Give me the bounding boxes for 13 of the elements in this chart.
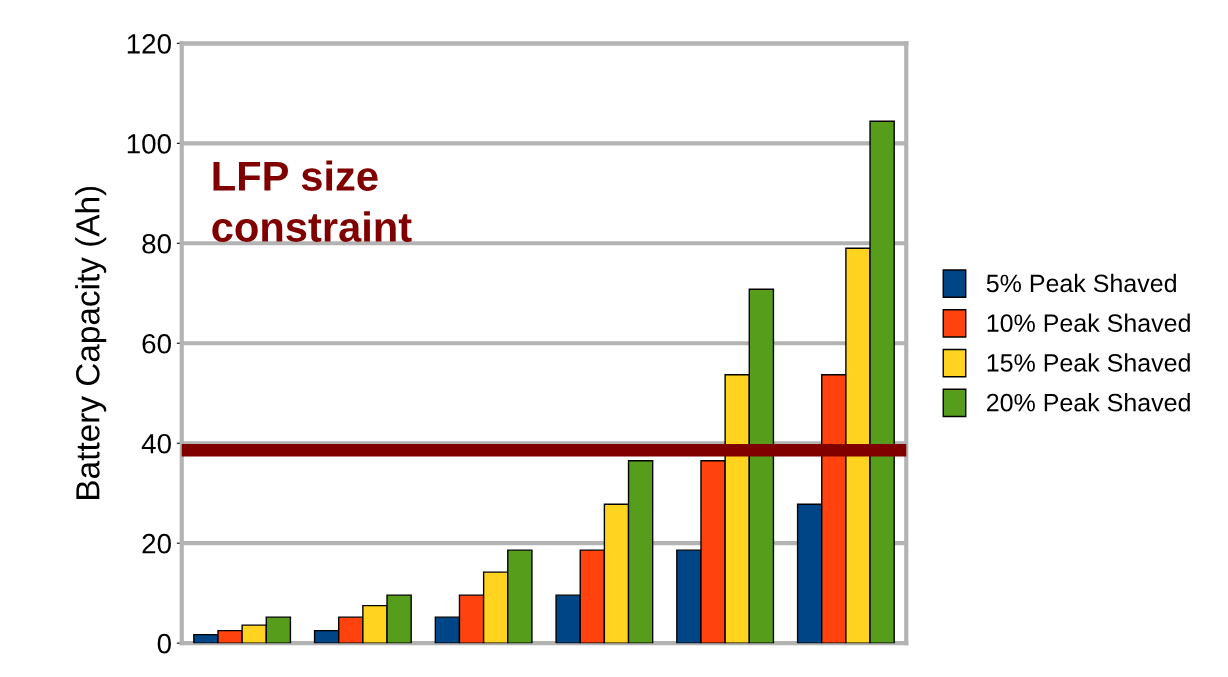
legend-label: 20% Peak Shaved bbox=[987, 393, 1190, 412]
legend-label: 15% Peak Shaved bbox=[987, 353, 1190, 372]
y-tick-label: 80 bbox=[142, 233, 171, 254]
y-tick-label: 40 bbox=[141, 433, 171, 454]
y-tick-label: 60 bbox=[142, 333, 171, 354]
y-tick-label: 100 bbox=[127, 133, 171, 154]
y-axis-title: Battery Capacity (Ah) bbox=[75, 186, 107, 499]
legend-label: 5% Peak Shaved bbox=[986, 273, 1176, 293]
y-tick-label: 120 bbox=[127, 34, 171, 54]
legend-label: 10% Peak Shaved bbox=[987, 313, 1190, 332]
y-tick-label: 0 bbox=[157, 633, 171, 654]
y-tick-label: 20 bbox=[142, 533, 171, 554]
ref-line-label: LFP size constraint bbox=[212, 160, 412, 242]
